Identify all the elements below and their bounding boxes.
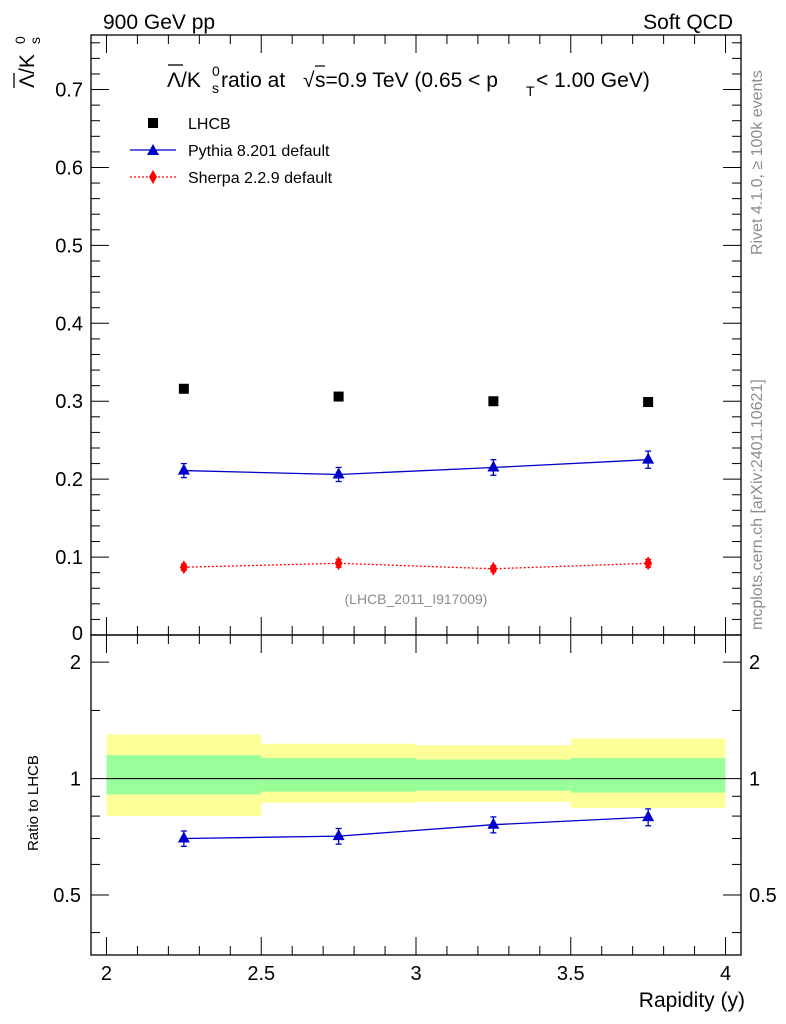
header-left: 900 GeV pp [103,11,215,34]
sherpa-point [489,561,498,576]
sherpa-point [179,560,188,575]
ratio-y-tick-label-left: 0.5 [53,885,81,907]
analysis-label: (LHCB_2011_I917009) [345,591,488,607]
header-right: Soft QCD [643,11,733,34]
svg-text:Pythia 8.201 default: Pythia 8.201 default [188,143,330,160]
ratio-band-inner [570,758,726,793]
svg-text:ratio at: ratio at [221,69,285,92]
x-tick-label: 3 [410,963,421,985]
lhcb-point [333,391,344,402]
rivet-label: Rivet 4.1.0, ≥ 100k events [749,70,766,255]
pythia-ratio-point [642,810,655,822]
svg-text:0: 0 [212,63,220,79]
svg-text:s: s [27,37,43,44]
y-tick-label: 0.1 [55,547,83,569]
svg-text:Λ/K: Λ/K [16,54,39,88]
ratio-y-tick-label-right: 1 [749,769,760,791]
svg-text:T: T [526,83,535,99]
sherpa-point [644,556,653,571]
pythia-line [183,459,649,476]
sherpa-line [183,562,649,570]
legend-pythia-marker [147,144,159,155]
svg-text:s: s [212,80,219,96]
ratio-y-tick-label-left: 2 [70,652,81,674]
pythia-point [487,460,500,472]
pythia-ratio-point [177,831,190,843]
pythia-point [177,463,190,475]
ratio-band-inner [261,758,416,792]
ratio-y-tick-label-right: 0.5 [749,885,777,907]
pythia-ratio-point [487,817,500,829]
chart-title: Λ/K s 0 ratio at √ s=0.9 TeV (0.65 < p T… [167,63,650,99]
ratio-y-axis-label: Ratio to LHCB [25,755,42,851]
pythia-point [642,452,655,464]
y-tick-label: 0.4 [55,313,83,335]
pythia-point [332,467,345,479]
legend-item-sherpa: Sherpa 2.2.9 default [130,170,333,187]
lhcb-point [488,396,499,407]
y-tick-label: 0 [72,623,83,645]
ratio-band-inner [106,755,262,795]
sherpa-point [334,556,343,571]
pythia-ratio-line [183,816,649,840]
lhcb-point [178,383,189,394]
svg-text:s=0.9 TeV (0.65 < p: s=0.9 TeV (0.65 < p [315,69,498,92]
ratio-y-tick-label-left: 1 [70,769,81,791]
x-tick-label: 2.5 [247,963,275,985]
x-tick-label: 4 [720,963,731,985]
svg-text:LHCB: LHCB [188,116,231,133]
pythia-ratio-point [332,829,345,841]
legend-item-pythia: Pythia 8.201 default [130,143,330,160]
legend: LHCB Pythia 8.201 default Sherpa 2.2.9 d… [130,116,333,187]
svg-text:< 1.00 GeV): < 1.00 GeV) [536,69,650,92]
y-tick-label: 0.3 [55,391,83,413]
ratio-y-tick-label-right: 2 [749,652,760,674]
mcplots-label: mcplots.cern.ch [arXiv:2401.10621] [749,379,766,630]
ratio-band-inner [416,759,571,791]
y-axis-label: Λ/K s 0 [12,36,43,88]
x-tick-label: 2 [101,963,112,985]
lhcb-point [643,397,654,408]
x-tick-label: 3.5 [557,963,585,985]
svg-text:Sherpa 2.2.9 default: Sherpa 2.2.9 default [188,170,333,187]
svg-text:Λ/K: Λ/K [167,69,201,92]
y-tick-label: 0.5 [55,235,83,257]
y-tick-label: 0.6 [55,157,83,179]
y-tick-label: 0.2 [55,469,83,491]
svg-text:√: √ [303,69,315,92]
svg-text:0: 0 [12,36,28,44]
x-axis-label: Rapidity (y) [639,989,745,1012]
legend-lhcb-marker [148,118,158,128]
legend-sherpa-marker [149,170,157,184]
legend-item-lhcb: LHCB [148,116,231,133]
y-tick-label: 0.7 [55,80,83,102]
